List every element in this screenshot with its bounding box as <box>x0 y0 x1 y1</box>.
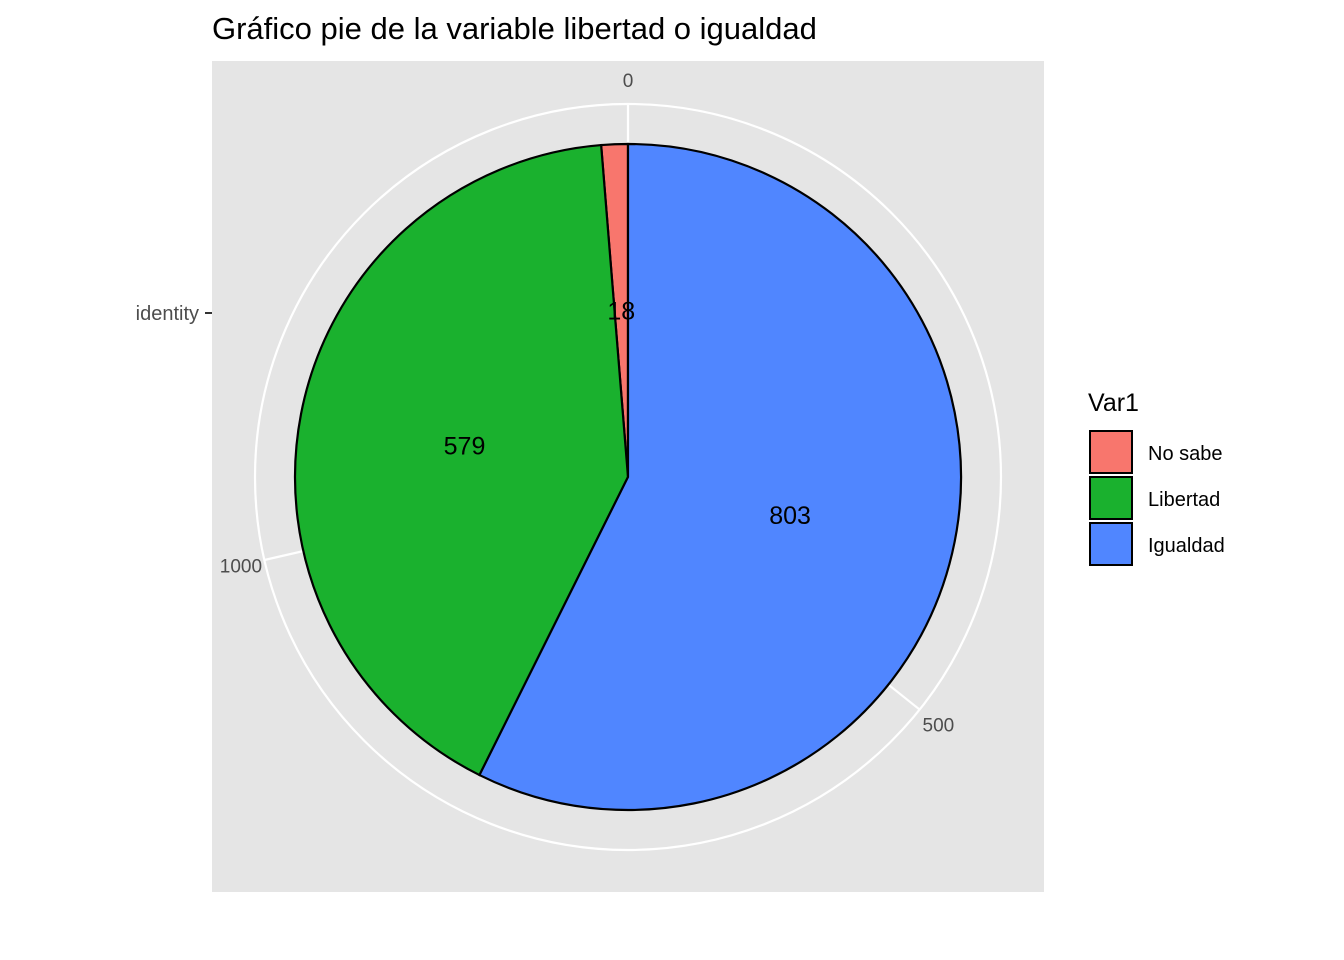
slice-value-label: 18 <box>607 298 635 326</box>
theta-tick-label: 1000 <box>220 556 262 577</box>
legend-key-igualdad <box>1089 522 1133 566</box>
legend-title: Var1 <box>1088 389 1139 417</box>
pie-slice-igualdad <box>478 142 963 812</box>
pie-slice-libertad <box>293 143 630 777</box>
legend-label: Libertad <box>1148 489 1220 511</box>
theta-tick-label: 0 <box>623 71 634 92</box>
legend-label: Igualdad <box>1148 535 1225 557</box>
theta-tick-layer: 0 500 1000 <box>220 71 954 737</box>
chart-title: Gráfico pie de la variable libertad o ig… <box>212 11 817 46</box>
slice-label-layer: 18 579 803 <box>444 298 811 531</box>
slice-layer <box>293 142 963 812</box>
legend-key-no-sabe <box>1089 430 1133 474</box>
legend: Var1 No sabe Libertad Igualdad <box>1088 389 1225 566</box>
slice-value-label: 579 <box>444 432 486 460</box>
y-axis-label: identity <box>136 303 199 325</box>
theta-tick-label: 500 <box>923 716 955 737</box>
slice-value-label: 803 <box>769 502 811 530</box>
legend-key-libertad <box>1089 476 1133 520</box>
legend-items: No sabe Libertad Igualdad <box>1089 430 1225 566</box>
legend-label: No sabe <box>1148 443 1223 465</box>
